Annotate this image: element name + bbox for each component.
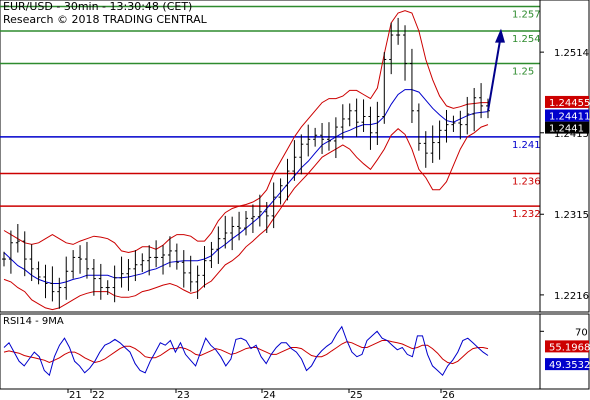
price-tag-moving-average — [545, 109, 589, 122]
level-label-1.25: 1.25 — [512, 67, 534, 78]
level-label-1.2325: 1.2325 — [512, 209, 547, 220]
rsi-plot-frame — [0, 313, 541, 390]
price-bars — [2, 17, 490, 309]
chart-header-copyright: Research © 2018 TRADING CENTRAL — [3, 13, 207, 26]
projection-arrow — [487, 28, 505, 111]
time-tick-label-25: 25 — [350, 390, 363, 400]
time-tick-label-23: 23 — [177, 390, 190, 400]
rsi-ma-line — [3, 340, 489, 365]
projection-arrow-shaft — [487, 40, 501, 111]
level-label-1.254: 1.254 — [512, 34, 541, 45]
time-tick-label-21: 21 — [69, 390, 82, 400]
price-tick-label-1.2415: 1.2415 — [554, 129, 589, 140]
bollinger-lower-line — [3, 124, 489, 311]
level-label-1.241: 1.241 — [512, 140, 541, 151]
rsi-panel-label: RSI14 - 9MA — [3, 316, 64, 327]
price-axis: 1.2514 1.2415 1.2315 1.2216 1.24455 1.244111.… — [539, 0, 590, 313]
level-label-1.257: 1.257 — [512, 10, 541, 21]
price-tag-label-last-price: 1.2441 — [549, 124, 584, 135]
time-axis: 21 22 23 24 25 26 — [67, 389, 455, 400]
chart-header-title: EUR/USD - 30min - 13:30:48 (CET) — [3, 0, 193, 13]
price-tag-last-price — [545, 121, 589, 134]
price-tick-label-1.2514: 1.2514 — [554, 48, 589, 59]
rsi-tick-label-70: 70 — [575, 327, 588, 338]
projection-arrow-head — [495, 28, 505, 43]
main-plot-area — [0, 0, 541, 313]
price-tag-upper-band — [545, 95, 589, 108]
rsi-panel: 70 55.1968 49.3532 — [0, 313, 590, 390]
rsi-tag-ma — [545, 340, 589, 353]
time-tick-label-22: 22 — [92, 390, 105, 400]
bollinger-upper-line — [3, 10, 488, 254]
price-axis-frame — [539, 0, 590, 313]
price-tick-label-1.2216: 1.2216 — [554, 291, 589, 302]
rsi-line — [3, 325, 489, 377]
time-tick-label-24: 24 — [263, 390, 276, 400]
rsi-tag-label-rsi: 49.3532 — [549, 360, 590, 371]
rsi-tag-label-ma: 55.1968 — [549, 342, 590, 353]
price-tag-label-moving-average: 1.24411 — [549, 112, 590, 123]
price-tick-label-1.2315: 1.2315 — [554, 210, 589, 221]
main-plot-frame — [0, 0, 541, 313]
time-tick-label-26: 26 — [442, 390, 455, 400]
level-label-1.2365: 1.2365 — [512, 177, 547, 188]
price-tag-label-upper-band: 1.24455 — [549, 98, 590, 109]
rsi-tag-rsi — [545, 358, 589, 371]
